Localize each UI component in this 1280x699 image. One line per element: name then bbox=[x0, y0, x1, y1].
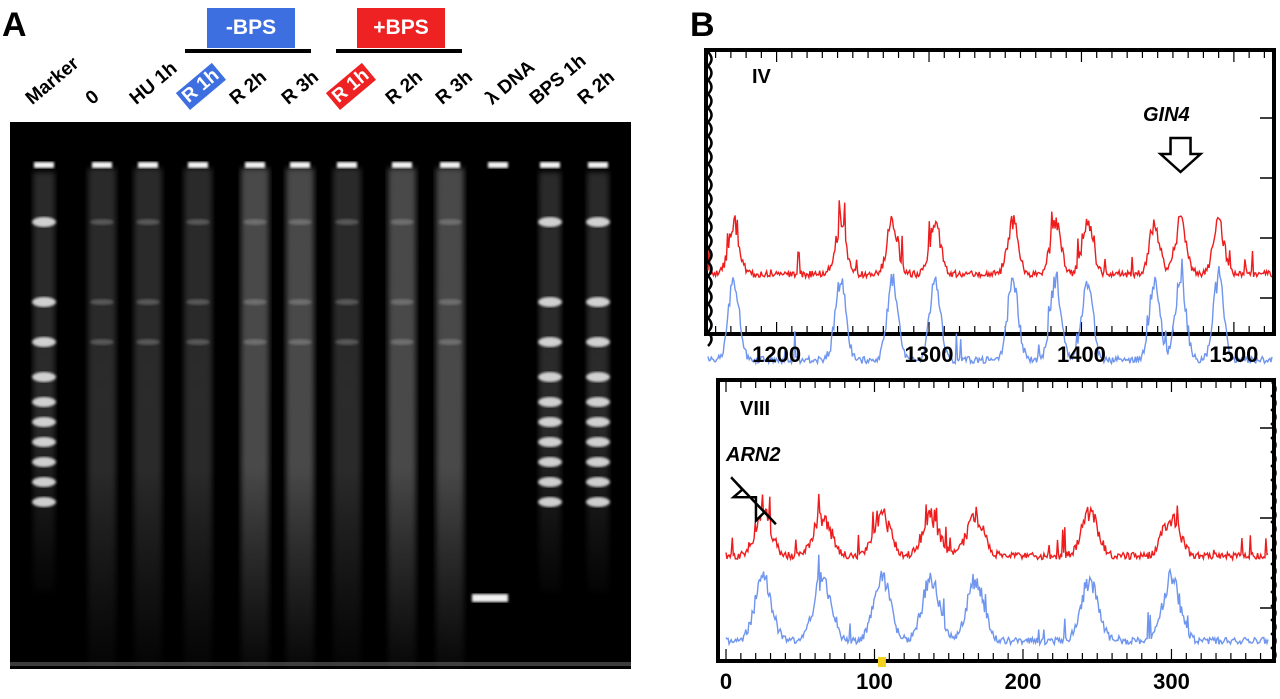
minus-bps-bracket bbox=[185, 49, 311, 53]
gin4-arrow-icon bbox=[1157, 136, 1204, 174]
red-series-line bbox=[725, 493, 1269, 563]
break-marker bbox=[706, 51, 713, 347]
position-marker bbox=[877, 657, 886, 667]
x-tick-label: 300 bbox=[1153, 669, 1190, 694]
lane-label: R 1h bbox=[325, 62, 377, 110]
gel-lane bbox=[538, 162, 562, 592]
gel-lane bbox=[134, 162, 162, 668]
lane-label: R 3h bbox=[277, 66, 323, 110]
plus-bps-header: +BPS bbox=[357, 8, 445, 48]
chrVIII-plot bbox=[725, 381, 1277, 667]
blue-series-line bbox=[707, 258, 1273, 366]
x-tick-label: 0 bbox=[719, 669, 733, 694]
chrIV-plot bbox=[706, 51, 1273, 366]
panel-b-letter: B bbox=[690, 6, 715, 44]
gel-lanes bbox=[10, 162, 631, 668]
lane-label: HU 1h bbox=[125, 57, 182, 110]
lane-label: 0 bbox=[81, 86, 104, 110]
gel-lane bbox=[586, 162, 610, 592]
gel-lane bbox=[286, 162, 314, 668]
x-tick-label: 1500 bbox=[1209, 342, 1259, 367]
gene-label-top: GIN4 bbox=[1143, 104, 1190, 126]
chrIV-label: IV bbox=[752, 66, 771, 88]
panel-a-letter: A bbox=[2, 6, 27, 44]
blue-series-line bbox=[725, 554, 1269, 648]
x-tick-label: 100 bbox=[856, 669, 893, 694]
lane-label: R 2h bbox=[381, 66, 427, 110]
lane-label: R 3h bbox=[431, 66, 477, 110]
gel-lane bbox=[184, 162, 212, 668]
arn2-arrow-icon bbox=[730, 476, 777, 526]
lane-label: λ DNA bbox=[481, 56, 540, 110]
gel-lane bbox=[333, 162, 361, 668]
break-marker bbox=[1270, 381, 1277, 663]
plus-bps-bracket bbox=[336, 49, 462, 53]
x-tick-label: 1300 bbox=[904, 342, 954, 367]
minus-bps-header: -BPS bbox=[207, 8, 295, 48]
gene-label-bottom: ARN2 bbox=[726, 444, 781, 466]
lane-label: Marker bbox=[21, 53, 84, 110]
lane-label: R 2h bbox=[225, 66, 271, 110]
gel-lane bbox=[388, 162, 416, 668]
gel-image bbox=[10, 122, 631, 669]
gel-lane bbox=[436, 162, 464, 668]
gel-lane bbox=[472, 162, 508, 602]
chrIV-plot-frame bbox=[704, 48, 1276, 336]
chrVIII-label: VIII bbox=[740, 398, 771, 420]
lane-label: R 1h bbox=[175, 62, 227, 110]
x-tick-label: 1400 bbox=[1056, 342, 1106, 367]
red-series-line bbox=[707, 200, 1273, 281]
gel-lane bbox=[241, 162, 269, 668]
gel-lane bbox=[32, 162, 56, 592]
x-tick-label: 200 bbox=[1004, 669, 1042, 694]
x-tick-label: 1200 bbox=[752, 342, 802, 367]
gel-lane bbox=[88, 162, 116, 668]
